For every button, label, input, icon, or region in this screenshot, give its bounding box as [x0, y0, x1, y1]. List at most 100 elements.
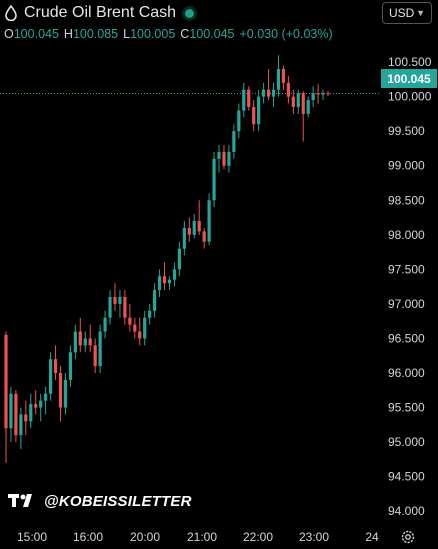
- candle-body: [24, 414, 28, 422]
- candle-body: [19, 414, 23, 436]
- candle-body: [123, 296, 127, 318]
- close-label: C: [180, 27, 190, 41]
- currency-label: USD: [389, 6, 415, 20]
- high-label: H: [63, 27, 73, 41]
- candle-body: [291, 96, 295, 108]
- symbol-header: Crude Oil Brent Cash: [4, 2, 195, 24]
- x-tick-label: 24: [365, 530, 379, 544]
- candle-body: [63, 379, 68, 408]
- candle-body: [78, 331, 82, 346]
- candle-body: [296, 93, 300, 108]
- candle-body: [68, 352, 72, 380]
- candle-body: [276, 69, 281, 90]
- candle-body: [321, 93, 325, 95]
- candle-body: [247, 89, 251, 108]
- candle-body: [266, 89, 271, 97]
- candle-body: [232, 131, 236, 152]
- drop-icon: [5, 5, 17, 21]
- y-tick-label: 100.000: [388, 90, 432, 104]
- y-tick-label: 96.500: [388, 331, 425, 345]
- candle-body: [177, 248, 181, 270]
- candle-body: [326, 93, 330, 95]
- x-tick-label: 23:00: [299, 530, 329, 544]
- candle-body: [162, 276, 167, 284]
- candle-body: [83, 338, 87, 346]
- candle-body: [14, 393, 18, 436]
- candle-body: [281, 69, 286, 83]
- ohlc-legend: O100.045 H100.085 L100.005 C100.045 +0.030 (…: [4, 27, 338, 41]
- open-value: 100.045: [13, 27, 59, 41]
- x-tick-label: 15:00: [17, 530, 47, 544]
- candle-body: [29, 404, 33, 422]
- candle-body: [252, 107, 256, 125]
- candle-body: [197, 221, 201, 232]
- open-label: O: [4, 27, 14, 41]
- candle-body: [138, 331, 142, 339]
- y-tick-label: 94.000: [388, 504, 425, 518]
- y-tick-label: 99.000: [388, 159, 425, 173]
- candle-body: [316, 93, 320, 95]
- chevron-down-icon: ▼: [416, 8, 425, 18]
- market-status-dot-icon: [185, 8, 195, 18]
- candle-body: [98, 331, 102, 367]
- x-tick-label: 22:00: [243, 530, 273, 544]
- settings-icon[interactable]: [400, 529, 416, 545]
- y-tick-label: 97.500: [388, 262, 425, 276]
- watermark: @KOBEISSILETTER: [8, 492, 192, 510]
- candle-body: [182, 227, 186, 249]
- candle-body: [118, 296, 122, 304]
- low-label: L: [123, 27, 131, 41]
- candle-body: [128, 317, 132, 325]
- candle-body: [113, 296, 117, 304]
- y-tick-label: 95.000: [388, 435, 425, 449]
- candle-body: [73, 331, 77, 353]
- candle-body: [271, 89, 276, 97]
- candle-body: [4, 334, 8, 429]
- low-value: 100.005: [130, 27, 176, 41]
- high-value: 100.085: [72, 27, 119, 41]
- y-tick-label: 98.000: [388, 228, 425, 242]
- y-tick-label: 100.500: [388, 55, 432, 69]
- candle-body: [34, 404, 38, 408]
- candle-body: [103, 317, 107, 332]
- candle-body: [306, 100, 310, 114]
- candle-body: [167, 279, 172, 284]
- candle-body: [143, 317, 147, 339]
- candle-body: [262, 89, 266, 97]
- candle-body: [311, 93, 315, 101]
- candle-body: [187, 227, 191, 235]
- candle-body: [257, 96, 261, 125]
- symbol-title[interactable]: Crude Oil Brent Cash: [24, 4, 177, 21]
- candle-body: [207, 200, 211, 242]
- candle-body: [286, 82, 290, 97]
- candle-body: [44, 393, 48, 401]
- candle-body: [222, 151, 226, 166]
- candle-body: [153, 290, 157, 311]
- close-value: 100.045: [189, 27, 235, 41]
- candle-body: [212, 158, 216, 201]
- candle-body: [192, 221, 196, 235]
- y-tick-label: 95.500: [388, 401, 425, 415]
- candle-body: [53, 359, 58, 373]
- tradingview-logo: [8, 494, 32, 507]
- watermark-handle: @KOBEISSILETTER: [44, 492, 192, 510]
- candle-body: [133, 324, 137, 332]
- candle-body: [48, 359, 53, 394]
- y-tick-label: 98.500: [388, 193, 425, 207]
- candle-body: [227, 151, 231, 166]
- currency-selector[interactable]: USD ▼: [382, 2, 432, 24]
- change-value: +0.030 (+0.03%): [239, 27, 333, 41]
- y-tick-label: 99.500: [388, 124, 425, 138]
- y-tick-label: 94.500: [388, 470, 425, 484]
- candle-body: [148, 310, 152, 318]
- candle-body: [58, 372, 63, 408]
- candle-body: [202, 231, 206, 242]
- x-tick-label: 16:00: [73, 530, 103, 544]
- candle-body: [301, 93, 305, 114]
- candle-body: [88, 338, 92, 346]
- y-tick-label: 97.000: [388, 297, 425, 311]
- candle-body: [172, 269, 177, 280]
- last-price-tag: 100.045: [381, 69, 437, 88]
- candle-body: [242, 89, 246, 111]
